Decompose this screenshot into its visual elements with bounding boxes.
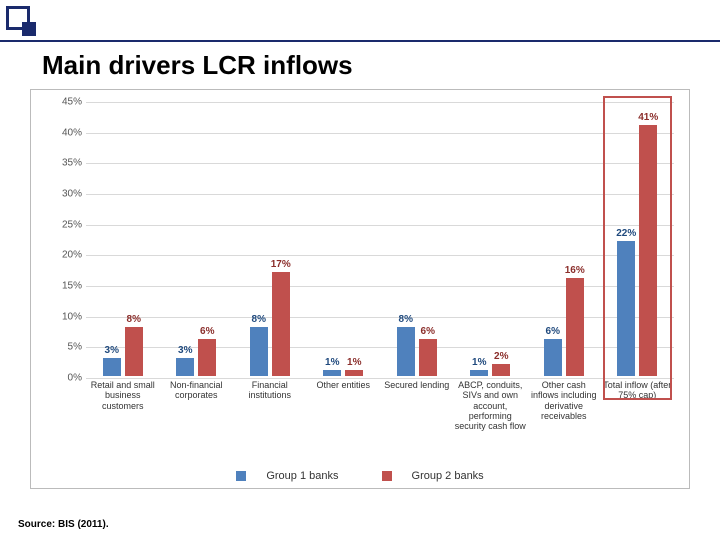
bar-value-label: 3%: [170, 345, 200, 356]
bar-value-label: 8%: [119, 314, 149, 325]
bar-value-label: 8%: [391, 314, 421, 325]
bar-group: 1%1%Other entities: [307, 102, 381, 376]
legend-series-1: Group 1 banks: [266, 470, 338, 482]
highlight-box: [603, 96, 673, 400]
bar-series-2: [566, 278, 584, 376]
x-axis-label: Retail and small business customers: [86, 376, 160, 411]
bar-group: 22%41%Total inflow (after 75% cap): [601, 102, 675, 376]
bar-group: 3%6%Non-financial corporates: [160, 102, 234, 376]
bar-series-1: [176, 358, 194, 376]
bar-value-label: 1%: [339, 357, 369, 368]
slide-container: Main drivers LCR inflows 0% 5% 10% 15% 20% 25…: [0, 0, 720, 540]
chart-container: 0% 5% 10% 15% 20% 25% 30% 35% 40% 45% 3% 8% Retail …: [30, 89, 690, 489]
y-axis-label: 15%: [44, 281, 82, 292]
bar-series-2: [492, 364, 510, 376]
bar-series-1: [250, 327, 268, 376]
slide-title: Main drivers LCR inflows: [42, 50, 690, 81]
x-axis-label: Financial institutions: [233, 376, 307, 401]
y-axis-label: 30%: [44, 189, 82, 200]
bar-series-1: [544, 339, 562, 376]
bar-series-2: [198, 339, 216, 376]
y-axis-label: 10%: [44, 311, 82, 322]
x-axis-label: Secured lending: [380, 376, 454, 390]
bar-group: 3%8%Retail and small business customers: [86, 102, 160, 376]
bar-value-label: 6%: [192, 326, 222, 337]
bar-value-label: 2%: [486, 351, 516, 362]
bar-series-2: [419, 339, 437, 376]
bar-series-2: [125, 327, 143, 376]
bar-value-label: 8%: [244, 314, 274, 325]
source-citation: Source: BIS (2011).: [18, 519, 109, 530]
bar-group: 6%16%Other cash inflows including deriva…: [527, 102, 601, 376]
x-axis-label: Non-financial corporates: [160, 376, 234, 401]
bar-group: 8%17%Financial institutions: [233, 102, 307, 376]
y-axis-label: 5%: [44, 342, 82, 353]
chart-legend: Group 1 banks Group 2 banks: [31, 470, 689, 482]
bar-group: 8%6%Secured lending: [380, 102, 454, 376]
y-axis-label: 20%: [44, 250, 82, 261]
y-axis-label: 45%: [44, 97, 82, 108]
bar-value-label: 6%: [538, 326, 568, 337]
chart-plot-area: 0%5%10%15%20%25%30%35%40%45% 3%8%Retail …: [86, 102, 674, 376]
y-axis-label: 25%: [44, 219, 82, 230]
bar-value-label: 3%: [97, 345, 127, 356]
x-axis-label: Other cash inflows including derivative …: [527, 376, 601, 421]
y-axis-label: 40%: [44, 127, 82, 138]
x-axis-label: ABCP, conduits, SIVs and own account, pe…: [454, 376, 528, 432]
bar-series-1: [103, 358, 121, 376]
x-axis-label: Other entities: [307, 376, 381, 390]
bar-series-2: [272, 272, 290, 376]
y-axis-label: 35%: [44, 158, 82, 169]
bar-value-label: 6%: [413, 326, 443, 337]
bar-group: 1%2%ABCP, conduits, SIVs and own account…: [454, 102, 528, 376]
legend-series-2: Group 2 banks: [412, 470, 484, 482]
y-axis-label: 0%: [44, 373, 82, 384]
bar-value-label: 17%: [266, 259, 296, 270]
bar-value-label: 16%: [560, 265, 590, 276]
